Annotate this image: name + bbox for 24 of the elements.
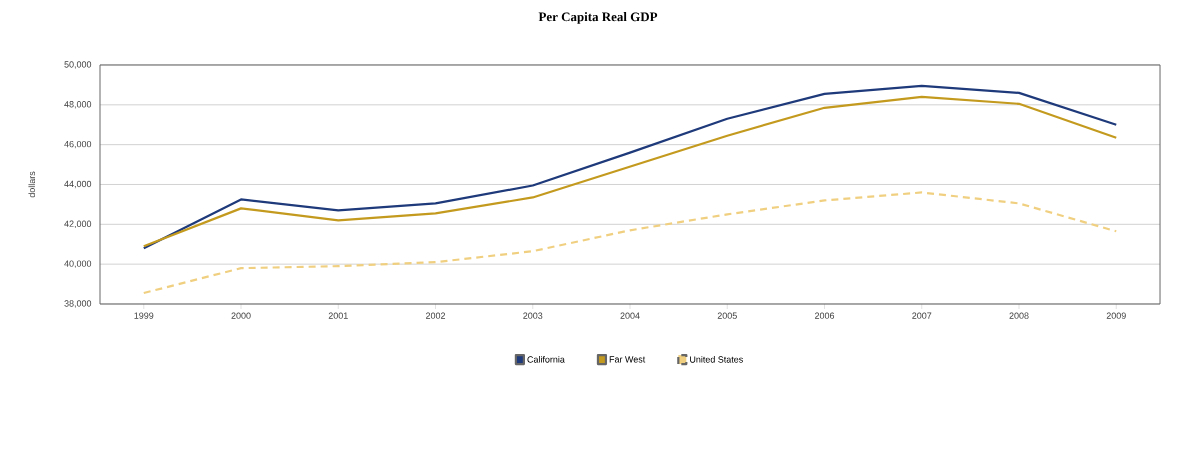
x-tick-label: 1999 bbox=[134, 312, 154, 319]
x-tick-label: 2006 bbox=[815, 312, 835, 319]
x-tick-label: 2003 bbox=[523, 312, 543, 319]
legend-label: California bbox=[527, 356, 565, 363]
x-tick-label: 2008 bbox=[1009, 312, 1029, 319]
y-tick-label: 38,000 bbox=[64, 300, 92, 308]
y-tick-label: 50,000 bbox=[64, 61, 92, 69]
x-tick-label: 2009 bbox=[1106, 312, 1126, 319]
y-tick-label: 44,000 bbox=[64, 180, 92, 189]
x-tick-label: 2000 bbox=[231, 312, 251, 319]
x-tick-label: 2005 bbox=[717, 312, 737, 319]
y-tick-label: 46,000 bbox=[64, 140, 92, 149]
y-tick-label: 48,000 bbox=[64, 101, 92, 109]
y-tick-label: 40,000 bbox=[64, 260, 92, 268]
chart-title: Per Capita Real GDP bbox=[538, 12, 658, 24]
legend-label: United States bbox=[690, 356, 743, 363]
y-axis-title: dollars bbox=[28, 171, 36, 198]
x-tick-label: 2007 bbox=[912, 312, 932, 319]
line-series bbox=[142, 191, 1118, 295]
legend-label: Far West bbox=[609, 356, 646, 363]
x-tick-label: 2004 bbox=[620, 312, 640, 319]
x-tick-label: 2001 bbox=[328, 312, 348, 319]
y-tick-label: 42,000 bbox=[64, 220, 92, 229]
x-tick-label: 2002 bbox=[426, 312, 446, 319]
